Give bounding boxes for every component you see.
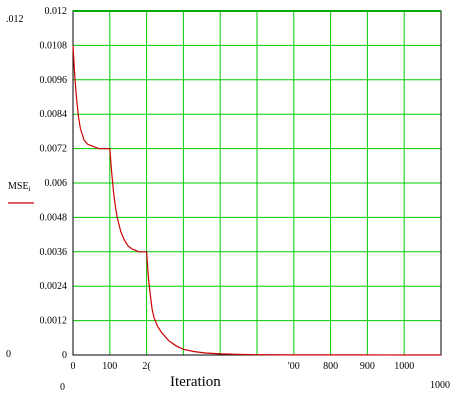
y-tick-label: 0.012 bbox=[45, 6, 68, 17]
y-tick-label: 0.0024 bbox=[40, 281, 68, 292]
grid bbox=[73, 11, 441, 355]
y-tick-label: 0.0036 bbox=[40, 247, 68, 258]
x-max-label: 1000 bbox=[430, 380, 450, 391]
x-tick-label: 900 bbox=[360, 361, 375, 372]
x-tick-label: '00 bbox=[288, 361, 300, 372]
x-tick-label: 800 bbox=[323, 361, 338, 372]
y-tick-label: 0.006 bbox=[45, 178, 68, 189]
y-min-label: 0 bbox=[6, 349, 11, 360]
y-tick-labels: 0 0.0012 0.0024 0.0036 0.0048 0.006 0.0072 0.00… bbox=[40, 6, 68, 361]
y-axis-label-sub: i bbox=[29, 185, 31, 193]
y-tick-label: 0.0108 bbox=[40, 40, 68, 51]
y-tick-label: 0.0012 bbox=[40, 316, 68, 327]
x-axis-label: Iteration bbox=[170, 374, 221, 390]
y-tick-label: 0.0084 bbox=[40, 109, 68, 120]
y-tick-label: 0.0048 bbox=[40, 212, 68, 223]
y-tick-label: 0 bbox=[62, 350, 67, 361]
x-tick-labels: 0 100 2( '00 800 900 1000 bbox=[71, 361, 415, 372]
y-axis-label: MSEi bbox=[8, 181, 31, 193]
x-tick-label: 100 bbox=[102, 361, 117, 372]
x-tick-label: 1000 bbox=[394, 361, 414, 372]
x-min-label: 0 bbox=[60, 382, 65, 393]
y-axis-label-main: MSE bbox=[8, 181, 29, 192]
y-max-label: .012 bbox=[6, 14, 24, 25]
series-line bbox=[72, 45, 441, 356]
y-tick-label: 0.0096 bbox=[40, 75, 68, 86]
x-tick-label: 2( bbox=[142, 361, 151, 372]
x-tick-label: 0 bbox=[71, 361, 76, 372]
y-tick-label: 0.0072 bbox=[40, 144, 68, 155]
